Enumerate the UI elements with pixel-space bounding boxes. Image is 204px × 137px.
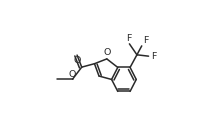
Text: F: F [143,36,149,45]
Text: O: O [69,69,76,79]
Text: F: F [126,34,131,43]
Text: O: O [103,48,111,57]
Text: O: O [73,56,81,65]
Text: F: F [151,52,156,61]
